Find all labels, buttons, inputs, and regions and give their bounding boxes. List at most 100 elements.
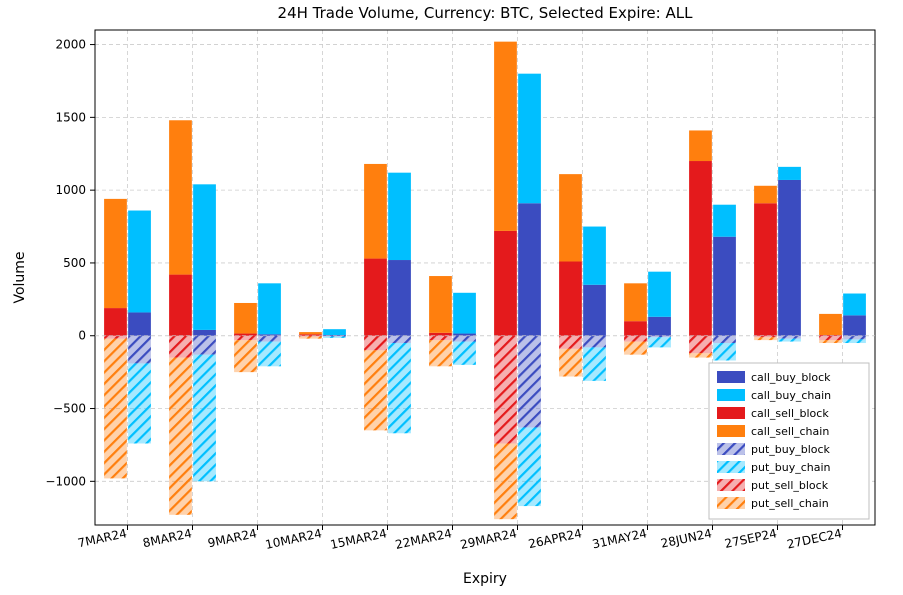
bar-put_buy_block	[388, 336, 411, 343]
legend-label: call_sell_chain	[751, 425, 829, 438]
bar-call_sell_block	[559, 261, 582, 335]
x-tick-label: 27SEP24	[723, 526, 778, 551]
legend-swatch	[717, 443, 745, 455]
bar-call_buy_chain	[388, 173, 411, 260]
bar-call_sell_block	[494, 231, 517, 336]
bar-put_buy_block	[778, 336, 801, 339]
bar-put_buy_block	[453, 336, 476, 342]
y-tick-label: 1000	[55, 183, 86, 197]
legend-swatch	[717, 479, 745, 491]
bar-call_buy_chain	[778, 167, 801, 180]
bar-put_buy_chain	[648, 337, 671, 347]
bar-put_buy_block	[843, 336, 866, 340]
bar-call_sell_chain	[624, 283, 647, 321]
bar-put_sell_chain	[299, 336, 322, 338]
bar-call_sell_chain	[559, 174, 582, 261]
bar-put_sell_block	[364, 336, 387, 351]
bar-call_sell_block	[689, 161, 712, 336]
bar-call_buy_block	[388, 260, 411, 336]
bar-put_sell_chain	[429, 340, 452, 366]
bar-put_buy_chain	[323, 336, 346, 337]
bar-put_sell_block	[689, 336, 712, 353]
legend-label: call_sell_block	[751, 407, 829, 420]
bar-put_sell_block	[169, 336, 192, 358]
y-tick-label: 0	[78, 329, 86, 343]
bar-put_buy_block	[583, 336, 606, 348]
legend-label: call_buy_chain	[751, 389, 831, 402]
legend-swatch	[717, 497, 745, 509]
bar-call_buy_block	[843, 315, 866, 335]
x-tick-label: 31MAY24	[591, 526, 648, 551]
bar-call_buy_block	[778, 180, 801, 336]
bar-put_buy_chain	[128, 363, 151, 443]
bar-put_buy_chain	[453, 342, 476, 365]
bar-put_sell_chain	[689, 353, 712, 357]
bar-call_sell_chain	[169, 120, 192, 274]
x-tick-label: 28JUN24	[660, 526, 714, 550]
bar-call_buy_block	[713, 237, 736, 336]
y-axis-label: Volume	[12, 251, 28, 303]
bar-put_sell_block	[234, 336, 257, 340]
legend-label: put_buy_chain	[751, 461, 831, 474]
bar-put_buy_chain	[388, 343, 411, 433]
legend-label: put_sell_block	[751, 479, 829, 492]
bar-put_sell_block	[299, 336, 322, 337]
bar-call_sell_chain	[299, 332, 322, 334]
bar-call_buy_chain	[323, 329, 346, 335]
bar-call_sell_block	[624, 321, 647, 336]
bar-put_buy_chain	[583, 347, 606, 380]
bar-put_sell_chain	[169, 358, 192, 515]
bar-call_sell_block	[104, 308, 127, 336]
bar-call_buy_chain	[128, 211, 151, 313]
bar-put_sell_chain	[819, 340, 842, 343]
legend-swatch	[717, 389, 745, 401]
bar-call_sell_block	[299, 334, 322, 335]
bar-call_sell_chain	[754, 186, 777, 203]
x-tick-label: 29MAR24	[459, 526, 518, 552]
x-tick-label: 15MAR24	[329, 526, 388, 552]
legend-label: put_buy_block	[751, 443, 831, 456]
bar-put_buy_chain	[778, 339, 801, 342]
legend-swatch	[717, 461, 745, 473]
bar-call_buy_block	[453, 334, 476, 336]
legend-swatch	[717, 371, 745, 383]
bar-put_sell_block	[754, 336, 777, 337]
bar-put_buy_chain	[843, 339, 866, 343]
bar-put_sell_chain	[624, 342, 647, 355]
x-tick-label: 10MAR24	[264, 526, 323, 552]
bar-call_buy_block	[518, 203, 541, 335]
bar-put_sell_chain	[754, 337, 777, 340]
bar-call_sell_chain	[104, 199, 127, 308]
x-tick-label: 7MAR24	[76, 526, 128, 550]
bar-call_buy_chain	[258, 283, 281, 334]
bar-call_buy_chain	[843, 294, 866, 316]
chart-title: 24H Trade Volume, Currency: BTC, Selecte…	[278, 4, 694, 22]
legend-label: put_sell_chain	[751, 497, 829, 510]
bar-call_buy_chain	[193, 184, 216, 330]
bar-call_sell_chain	[429, 276, 452, 333]
bar-call_buy_block	[648, 317, 671, 336]
bar-call_sell_chain	[819, 314, 842, 335]
bar-call_sell_block	[364, 259, 387, 336]
bar-put_sell_block	[819, 336, 842, 340]
x-axis-label: Expiry	[463, 571, 507, 587]
bar-call_sell_block	[754, 203, 777, 335]
bar-put_buy_chain	[193, 355, 216, 482]
bar-call_buy_block	[193, 330, 216, 336]
x-tick-label: 8MAR24	[141, 526, 193, 550]
y-tick-label: 500	[63, 256, 86, 270]
legend-label: call_buy_block	[751, 371, 831, 384]
bar-put_buy_chain	[713, 343, 736, 360]
bar-put_sell_block	[104, 336, 127, 339]
chart-svg: −1000−50005001000150020007MAR248MAR249MA…	[0, 0, 903, 595]
bar-put_buy_block	[518, 336, 541, 428]
bar-put_sell_chain	[364, 350, 387, 430]
bar-call_buy_chain	[453, 293, 476, 334]
bar-put_sell_block	[429, 336, 452, 340]
bar-call_buy_chain	[583, 227, 606, 285]
bar-call_buy_block	[128, 312, 151, 335]
bar-call_sell_chain	[364, 164, 387, 259]
bar-put_sell_chain	[234, 340, 257, 372]
bar-call_sell_chain	[234, 303, 257, 334]
legend-swatch	[717, 425, 745, 437]
